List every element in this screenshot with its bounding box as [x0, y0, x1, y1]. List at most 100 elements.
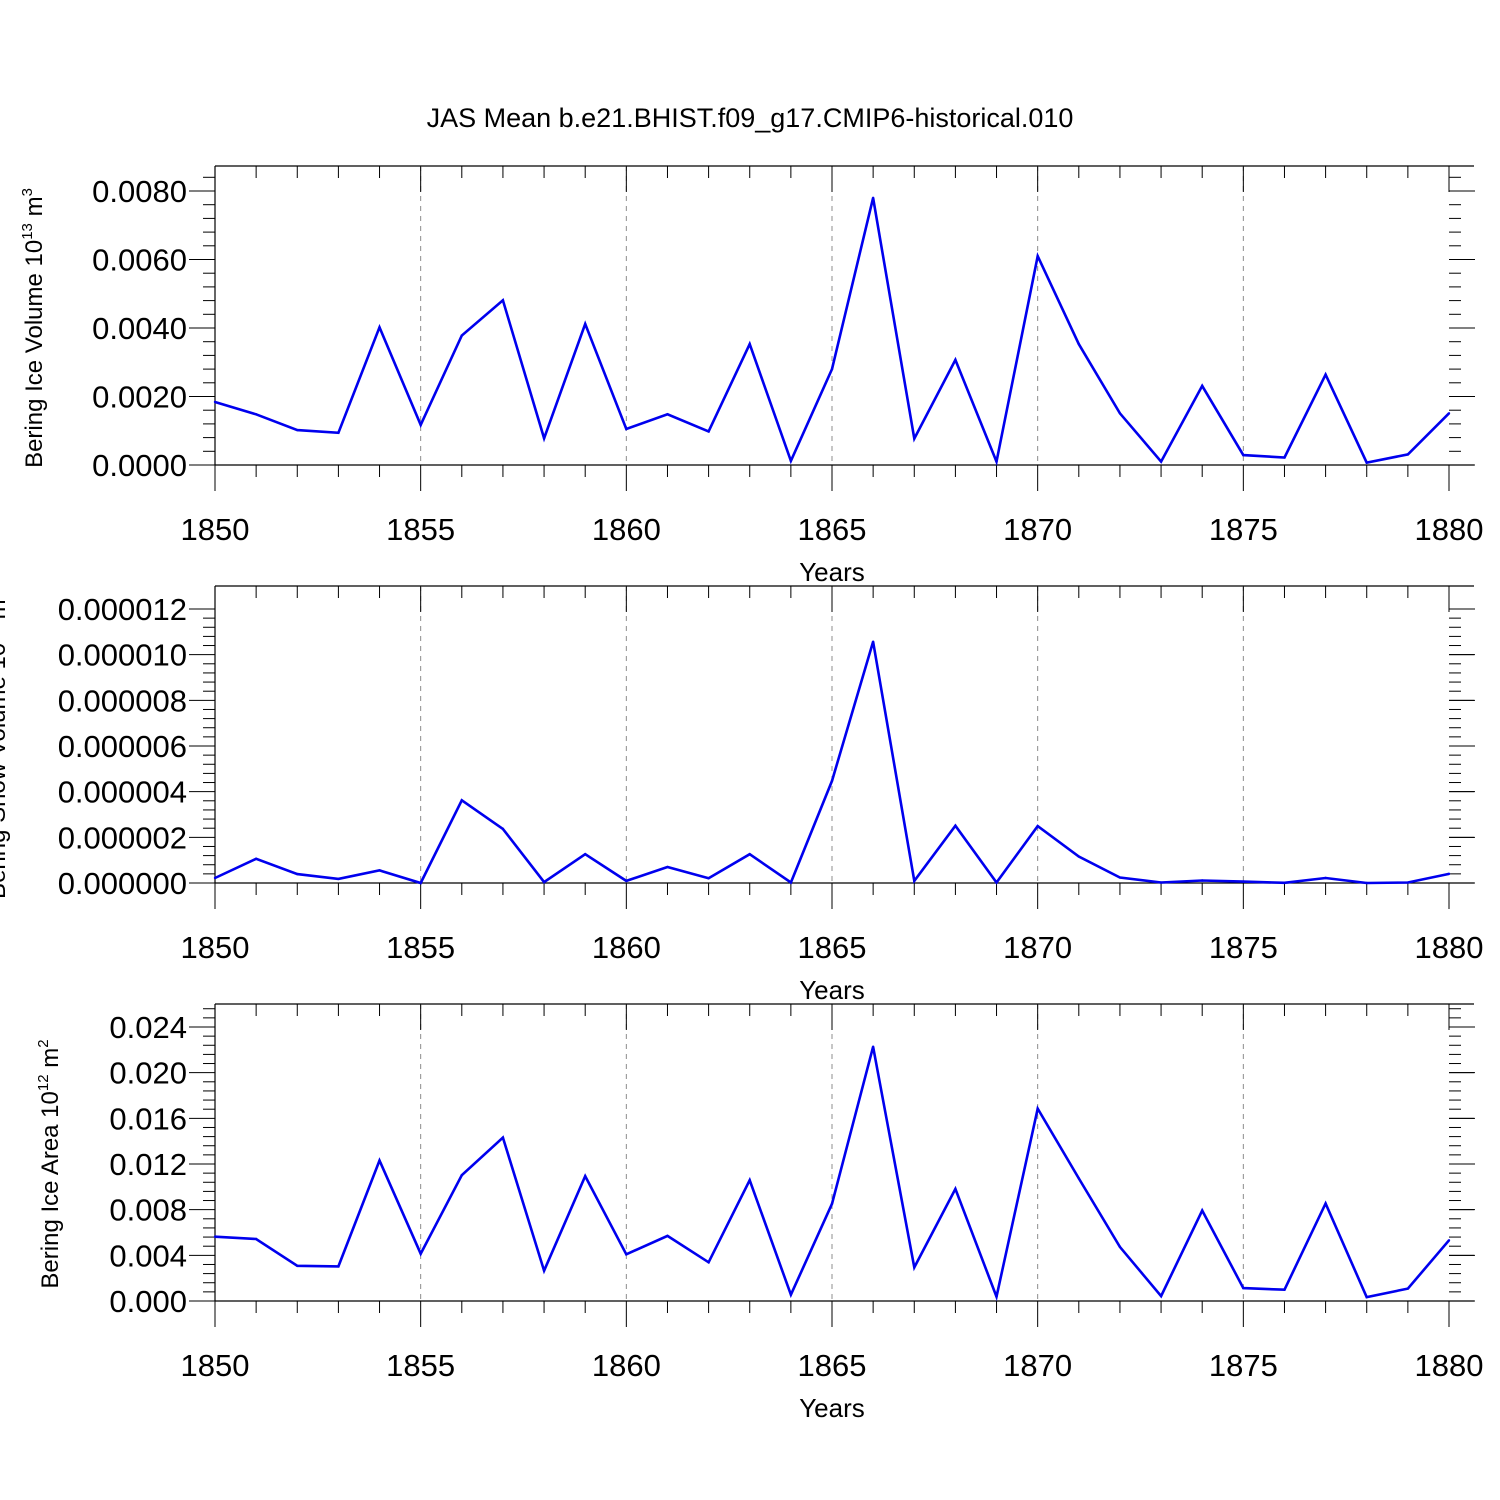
y-axis-label: Bering Ice Area 1012 m2 — [35, 1039, 64, 1288]
x-axis-label: Years — [799, 1393, 865, 1423]
data-point — [789, 459, 793, 463]
x-tick-label: 1875 — [1209, 1348, 1278, 1383]
data-point — [1406, 881, 1410, 884]
data-point — [830, 367, 834, 371]
data-point — [913, 1266, 916, 1269]
data-point — [789, 1293, 793, 1296]
y-tick-label: 0.000012 — [58, 592, 187, 627]
x-axis-label: Years — [799, 557, 865, 587]
data-point — [542, 1269, 546, 1272]
x-tick-label: 1850 — [181, 512, 250, 547]
data-point — [1159, 460, 1163, 463]
data-point — [1242, 1286, 1245, 1290]
x-tick-label: 1880 — [1415, 1348, 1484, 1383]
y-tick-label: 0.000002 — [58, 820, 187, 855]
data-point — [1159, 1294, 1163, 1298]
data-point — [419, 1252, 422, 1255]
data-point — [625, 879, 628, 883]
data-point — [1036, 1107, 1039, 1110]
x-tick-label: 1875 — [1209, 930, 1278, 965]
data-point — [1283, 1288, 1286, 1291]
data-point — [378, 326, 381, 329]
data-point — [830, 1202, 834, 1206]
data-point — [419, 423, 422, 427]
y-tick-label: 0.000004 — [58, 775, 187, 810]
data-point — [954, 358, 957, 362]
x-tick-label: 1875 — [1209, 512, 1278, 547]
data-point — [1159, 881, 1163, 884]
y-tick-label: 0.0040 — [92, 311, 187, 346]
x-tick-label: 1855 — [386, 1348, 455, 1383]
x-tick-label: 1855 — [386, 930, 455, 965]
data-point — [460, 1173, 463, 1177]
data-point — [1118, 876, 1122, 879]
x-tick-label: 1850 — [181, 1348, 250, 1383]
data-point — [954, 824, 957, 827]
data-point — [296, 872, 299, 876]
panel-1: 1850 1855 1860 1865 1870 1875 1880 Years 0.0000 0… — [19, 165, 1483, 587]
y-axis-label-unit: m — [37, 1048, 64, 1075]
x-axis-label: Years — [799, 975, 865, 1005]
data-point — [213, 1235, 217, 1238]
data-point — [1324, 876, 1327, 880]
y-axis-label-unit: m — [0, 599, 11, 626]
y-axis-label-unit: m — [21, 196, 48, 223]
data-point — [1447, 412, 1451, 415]
y-tick-label: 0.004 — [109, 1238, 187, 1273]
x-tick-label: 1880 — [1415, 930, 1484, 965]
x-tick-label: 1860 — [592, 512, 661, 547]
data-point — [1447, 1239, 1451, 1242]
data-point — [501, 1136, 505, 1139]
data-point — [337, 1265, 340, 1268]
data-point — [913, 879, 916, 883]
data-point — [1118, 1245, 1122, 1249]
data-point — [337, 431, 340, 435]
data-point — [501, 827, 505, 831]
y-tick-label: 0.0060 — [92, 243, 187, 278]
x-tick-label: 1860 — [592, 930, 661, 965]
y-tick-label: 0.000008 — [58, 683, 187, 718]
x-tick-label: 1870 — [1003, 1348, 1072, 1383]
x-tick-label: 1855 — [386, 512, 455, 547]
data-point — [995, 1295, 998, 1298]
data-point — [954, 1187, 957, 1191]
data-point — [707, 877, 710, 880]
data-point — [1324, 1202, 1327, 1205]
data-point — [1447, 872, 1451, 876]
y-tick-label: 0.020 — [109, 1056, 187, 1091]
data-point — [1283, 456, 1286, 459]
y-tick-label: 0.000 — [109, 1284, 187, 1319]
y-axis-label-main: Bering Ice Volume 10 — [21, 240, 48, 468]
y-axis-label: Bering Ice Volume 1013 m3 — [19, 188, 48, 468]
data-point — [1365, 881, 1368, 885]
data-point — [1365, 1295, 1368, 1299]
y-tick-label: 0.024 — [109, 1010, 187, 1045]
x-tick-label: 1865 — [798, 930, 867, 965]
data-point — [1406, 453, 1410, 456]
data-point — [748, 853, 751, 856]
y-axis-label-main: Bering Snow Volume 10 — [0, 643, 11, 899]
data-point — [1201, 1209, 1204, 1212]
panel-2: 1850 1855 1860 1865 1870 1875 1880 Years 0.00000… — [0, 585, 1484, 1005]
data-point — [666, 413, 669, 416]
data-point — [748, 1179, 751, 1182]
x-tick-label: 1870 — [1003, 930, 1072, 965]
data-point — [871, 1045, 875, 1048]
data-point — [748, 342, 751, 346]
y-axis-label-exponent: 13 — [19, 223, 36, 240]
chart-title: JAS Mean b.e21.BHIST.f09_g17.CMIP6-histo… — [427, 103, 1074, 133]
data-point — [913, 437, 916, 440]
y-tick-label: 0.016 — [109, 1101, 187, 1136]
data-point — [1242, 880, 1245, 883]
data-point — [1036, 254, 1039, 258]
data-point — [1077, 342, 1081, 346]
data-point — [1406, 1287, 1410, 1290]
data-point — [1077, 1177, 1081, 1180]
data-point — [584, 1174, 587, 1178]
data-point — [1242, 453, 1245, 457]
data-point — [789, 881, 793, 884]
x-tick-label: 1850 — [181, 930, 250, 965]
data-point — [871, 640, 875, 643]
data-point — [542, 437, 546, 440]
